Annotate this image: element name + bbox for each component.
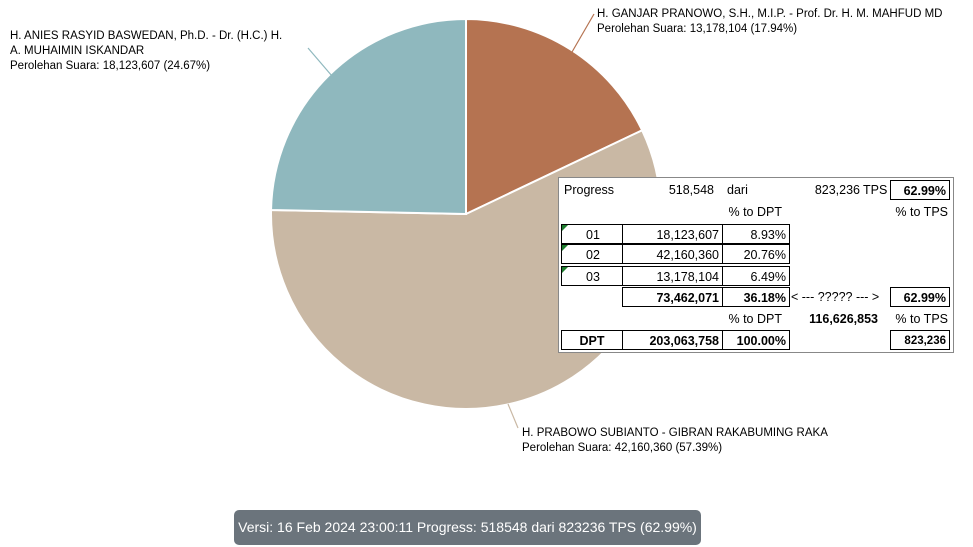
- progress-pct: 62.99%: [890, 180, 950, 200]
- row-03-pct: 6.49%: [722, 266, 790, 286]
- row-01-votes: 18,123,607: [622, 224, 723, 244]
- slice-anies: [270, 17, 467, 216]
- version-footer: Versi: 16 Feb 2024 23:00:11 Progress: 51…: [234, 510, 701, 545]
- label-ganjar-name: H. GANJAR PRANOWO, S.H., M.I.P. - Prof. …: [597, 8, 943, 20]
- dpt-pct: 100.00%: [722, 330, 790, 350]
- row-03-no: 03: [561, 266, 623, 286]
- row-03-marker-icon: [562, 267, 568, 273]
- label-anies-votes: Perolehan Suara: 18,123,607 (24.67%): [10, 60, 211, 72]
- total-pct: 36.18%: [722, 287, 790, 307]
- total-tps-pct: 62.99%: [890, 287, 950, 307]
- hdr-tps-2: % to TPS: [895, 312, 948, 326]
- hdr-dpt-2: % to DPT: [728, 312, 783, 326]
- label-prabowo-name: H. PRABOWO SUBIANTO - GIBRAN RAKABUMING …: [522, 427, 828, 439]
- row-01-pct: 8.93%: [722, 224, 790, 244]
- label-ganjar-votes: Perolehan Suara: 13,178,104 (17.94%): [597, 23, 798, 35]
- row-02-votes: 42,160,360: [622, 244, 723, 264]
- tps-label: TPS: [863, 183, 888, 197]
- slice-ganjar: [465, 17, 644, 216]
- tps-value: 823,236: [890, 330, 950, 350]
- arrow-text: < --- ????? --- >: [791, 290, 880, 304]
- label-anies: H. ANIES RASYID BASWEDAN, Ph.D. - Dr. (H…: [10, 29, 282, 74]
- row-02-pct: 20.76%: [722, 244, 790, 264]
- progress-dari: dari: [727, 183, 748, 197]
- dpt-label: DPT: [561, 330, 623, 350]
- label-ganjar: H. GANJAR PRANOWO, S.H., M.I.P. - Prof. …: [597, 7, 942, 37]
- leader-line-prabowo: [507, 403, 519, 429]
- leader-line-ganjar: [571, 13, 595, 53]
- summary-table: Progress 518,548 dari 823,236 TPS 62.99%…: [558, 177, 954, 353]
- leader-line-anies: [307, 47, 333, 77]
- hdr-tps: % to TPS: [895, 205, 948, 219]
- label-anies-name-2: A. MUHAIMIN ISKANDAR: [10, 45, 145, 57]
- hdr-dpt: % to DPT: [728, 205, 783, 219]
- label-anies-name-1: H. ANIES RASYID BASWEDAN, Ph.D. - Dr. (H…: [10, 30, 283, 42]
- row-01-marker-icon: [562, 225, 568, 231]
- label-prabowo: H. PRABOWO SUBIANTO - GIBRAN RAKABUMING …: [522, 426, 828, 456]
- remaining-voters: 116,626,853: [809, 312, 878, 326]
- tps-total: 823,236: [814, 183, 860, 197]
- total-votes: 73,462,071: [622, 287, 723, 307]
- dpt-value: 203,063,758: [622, 330, 723, 350]
- row-02-no: 02: [561, 244, 623, 264]
- row-03-votes: 13,178,104: [622, 266, 723, 286]
- progress-label: Progress: [564, 183, 615, 197]
- row-02-marker-icon: [562, 245, 568, 251]
- row-01-no: 01: [561, 224, 623, 244]
- label-prabowo-votes: Perolehan Suara: 42,160,360 (57.39%): [522, 442, 723, 454]
- progress-count: 518,548: [668, 183, 714, 197]
